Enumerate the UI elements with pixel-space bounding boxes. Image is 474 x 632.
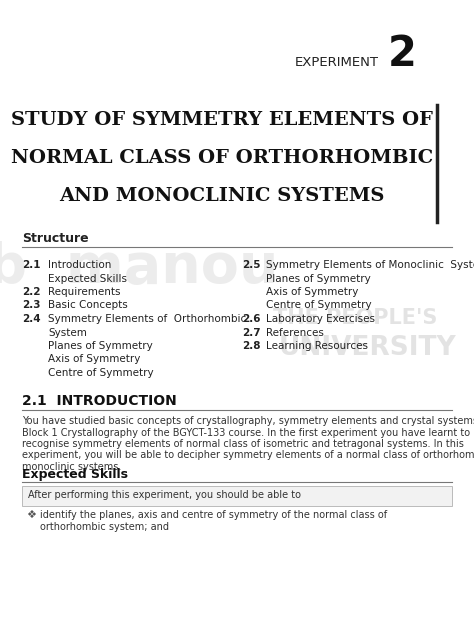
Text: You have studied basic concepts of crystallography, symmetry elements and crysta: You have studied basic concepts of cryst…: [22, 416, 474, 426]
Text: Axis of Symmetry: Axis of Symmetry: [48, 355, 140, 365]
Text: STUDY OF SYMMETRY ELEMENTS OF: STUDY OF SYMMETRY ELEMENTS OF: [11, 111, 433, 129]
Text: orthorhombic system; and: orthorhombic system; and: [40, 521, 169, 532]
Text: Requirements: Requirements: [48, 287, 120, 297]
Text: 2.5: 2.5: [242, 260, 261, 270]
Text: 2.1: 2.1: [22, 260, 40, 270]
Bar: [22, 486, 452, 506]
Text: UNIVERSITY: UNIVERSITY: [279, 335, 457, 361]
Text: Planes of Symmetry: Planes of Symmetry: [48, 341, 153, 351]
Text: ❖: ❖: [26, 510, 36, 520]
Text: Learning Resources: Learning Resources: [266, 341, 368, 351]
Text: 2.2: 2.2: [22, 287, 40, 297]
Text: Expected Skills: Expected Skills: [22, 468, 128, 481]
Text: Expected Skills: Expected Skills: [48, 274, 127, 284]
Text: monoclinic systems.: monoclinic systems.: [22, 462, 121, 472]
Text: Structure: Structure: [22, 231, 89, 245]
Text: System: System: [48, 327, 87, 337]
Text: EXPERIMENT: EXPERIMENT: [295, 56, 379, 68]
Text: References: References: [266, 327, 324, 337]
Text: Centre of Symmetry: Centre of Symmetry: [48, 368, 154, 378]
Text: Laboratory Exercises: Laboratory Exercises: [266, 314, 375, 324]
Text: NORMAL CLASS OF ORTHORHOMBIC: NORMAL CLASS OF ORTHORHOMBIC: [11, 149, 433, 167]
Text: Planes of Symmetry: Planes of Symmetry: [266, 274, 371, 284]
Text: recognise symmetry elements of normal class of isometric and tetragonal systems.: recognise symmetry elements of normal cl…: [22, 439, 464, 449]
Text: 2.6: 2.6: [242, 314, 261, 324]
Text: AND MONOCLINIC SYSTEMS: AND MONOCLINIC SYSTEMS: [59, 187, 385, 205]
Text: 2.8: 2.8: [242, 341, 261, 351]
Text: Introduction: Introduction: [48, 260, 111, 270]
Text: Symmetry Elements of Monoclinic  System: Symmetry Elements of Monoclinic System: [266, 260, 474, 270]
Text: identify the planes, axis and centre of symmetry of the normal class of: identify the planes, axis and centre of …: [40, 510, 387, 520]
Text: THE PEOPLE'S: THE PEOPLE'S: [273, 308, 437, 328]
Text: Axis of Symmetry: Axis of Symmetry: [266, 287, 358, 297]
Text: Symmetry Elements of  Orthorhombic: Symmetry Elements of Orthorhombic: [48, 314, 246, 324]
Text: lab  manou: lab manou: [0, 241, 279, 295]
Text: 2: 2: [388, 33, 417, 75]
Text: Block 1 Crystallography of the BGYCT-133 course. In the first experiment you hav: Block 1 Crystallography of the BGYCT-133…: [22, 427, 470, 437]
Text: experiment, you will be able to decipher symmetry elements of a normal class of : experiment, you will be able to decipher…: [22, 451, 474, 461]
Text: 2.7: 2.7: [242, 327, 261, 337]
Text: 2.4: 2.4: [22, 314, 41, 324]
Text: Centre of Symmetry: Centre of Symmetry: [266, 300, 372, 310]
Text: 2.3: 2.3: [22, 300, 40, 310]
Text: 2.1  INTRODUCTION: 2.1 INTRODUCTION: [22, 394, 177, 408]
Text: Basic Concepts: Basic Concepts: [48, 300, 128, 310]
Text: After performing this experiment, you should be able to: After performing this experiment, you sh…: [28, 490, 301, 500]
